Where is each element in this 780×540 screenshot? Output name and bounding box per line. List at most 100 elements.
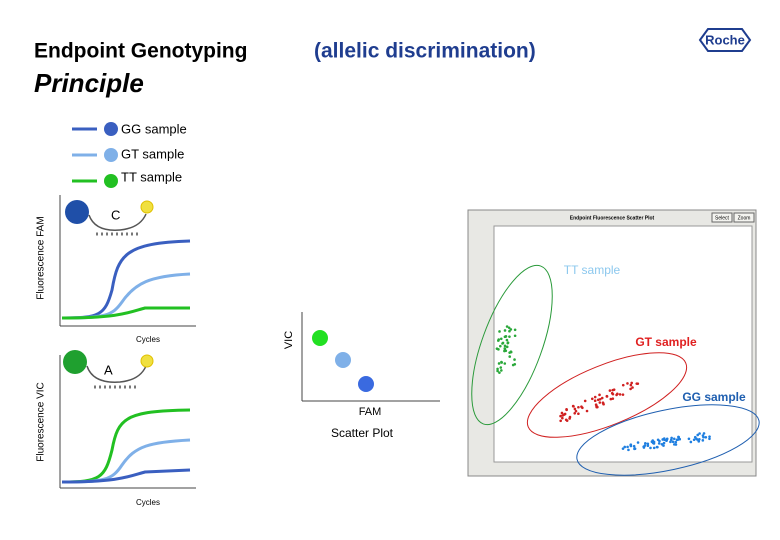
scatter-dot: [564, 418, 568, 422]
scatter-dot: [673, 443, 676, 446]
scatter-dot: [629, 444, 633, 448]
scatter-dot: [505, 338, 509, 342]
scatter-dot: [643, 444, 647, 447]
scatter-dot: [598, 401, 602, 404]
scatter-dot: [605, 395, 609, 398]
gt-cluster: [335, 352, 351, 368]
scatter-dot: [618, 393, 622, 396]
scatter-dot: [568, 417, 571, 420]
scatter-dot: [610, 391, 614, 395]
scatter-dot: [590, 397, 594, 401]
scatter-dot: [621, 393, 625, 396]
scatter-dot: [507, 326, 511, 330]
scatter-dot: [662, 437, 666, 440]
scatter-dot: [651, 441, 655, 445]
scatter-dot: [633, 447, 637, 450]
scatter-dot: [631, 386, 634, 389]
gg-cluster: [358, 376, 374, 392]
scatter-dot: [687, 437, 691, 441]
scatter-dot: [671, 440, 675, 444]
x-label: Cycles: [136, 498, 160, 507]
scatter-dot: [600, 396, 604, 400]
scatter-dot: [509, 350, 513, 353]
scatter-dot: [513, 328, 517, 332]
scatter-dot: [698, 438, 701, 441]
scatter-dot: [504, 335, 507, 338]
scatter-dot: [513, 334, 517, 338]
scatter-dot: [496, 367, 499, 371]
scatter-dot: [708, 435, 711, 438]
scatter-dot: [506, 341, 510, 344]
tt-cluster: [312, 330, 328, 346]
scatter-dot: [697, 440, 701, 443]
scatter-dot: [646, 444, 650, 448]
scatter-dot: [655, 445, 659, 449]
scatter-dot: [657, 442, 661, 445]
scatter-dot: [644, 442, 647, 445]
legend-dot: [104, 148, 118, 162]
legend: GG sample GT sample TT sample: [72, 121, 187, 188]
scatter-dot: [649, 446, 652, 450]
scatter-dot: [612, 388, 616, 391]
button[interactable]: [733, 212, 755, 223]
scatter-dot: [689, 440, 693, 444]
button[interactable]: [711, 212, 733, 223]
scatter-dot: [704, 435, 708, 439]
scatter-dot: [593, 399, 597, 403]
scatter-dot: [632, 444, 636, 448]
scatter-dot: [497, 362, 501, 365]
gg-curve: [61, 468, 191, 484]
scatter-dot: [496, 369, 499, 373]
x-label: Cycles: [136, 335, 160, 344]
scatter-dot: [608, 389, 612, 392]
gt-ellipse: [526, 352, 688, 438]
scatter-dot: [602, 402, 605, 406]
scatter-dot: [660, 442, 664, 446]
title-highlight: (allelic discrimination): [314, 40, 536, 63]
scatter-dot: [580, 405, 583, 408]
probe-strand: [88, 213, 147, 231]
scatter-dot: [662, 441, 666, 445]
scatter-dot: [497, 338, 501, 341]
quencher: [140, 200, 154, 214]
scatter-dot: [559, 419, 562, 423]
scatter-dot: [560, 411, 564, 415]
title: Endpoint Genotyping: [34, 40, 247, 63]
scatter-dot: [505, 325, 509, 328]
scatter-dot: [626, 382, 629, 385]
scatter-dot: [508, 355, 512, 358]
subtitle: Principle: [34, 68, 144, 98]
scatter-dot: [678, 437, 682, 441]
gg-ellipse: [576, 404, 760, 476]
scatter-dot: [499, 337, 503, 341]
scatter-dot: [695, 437, 698, 440]
scatter-dot: [503, 347, 507, 350]
scatter-dot: [616, 392, 619, 396]
scatter-dot: [505, 345, 509, 349]
scatter-dot: [701, 439, 705, 442]
scatter-dot: [635, 382, 639, 385]
scatter-dot: [629, 383, 633, 387]
scatter-dot: [508, 335, 511, 338]
scatter-dot: [499, 366, 503, 369]
legend-dot: [104, 122, 118, 136]
scatter-dot: [501, 342, 504, 345]
scatter-dot: [565, 408, 568, 412]
scatter-dot: [573, 407, 577, 411]
scatter-dot: [508, 329, 511, 333]
scatter-dot: [626, 445, 629, 449]
scatter-dot: [585, 409, 589, 413]
button-label[interactable]: Select: [715, 215, 730, 221]
scatter-dot: [646, 442, 650, 446]
x-label: FAM: [359, 406, 382, 418]
scatter-dot: [629, 387, 632, 391]
scatter-dot: [503, 362, 507, 365]
legend-label: GT sample: [121, 146, 184, 161]
scatter-dot: [665, 437, 669, 441]
button-label[interactable]: Zoom: [738, 215, 751, 221]
scatter-dot: [511, 363, 515, 367]
quencher: [140, 354, 154, 368]
scatter-dot: [577, 412, 580, 415]
scatter-dot: [571, 404, 575, 408]
legend-dot: [104, 174, 118, 188]
